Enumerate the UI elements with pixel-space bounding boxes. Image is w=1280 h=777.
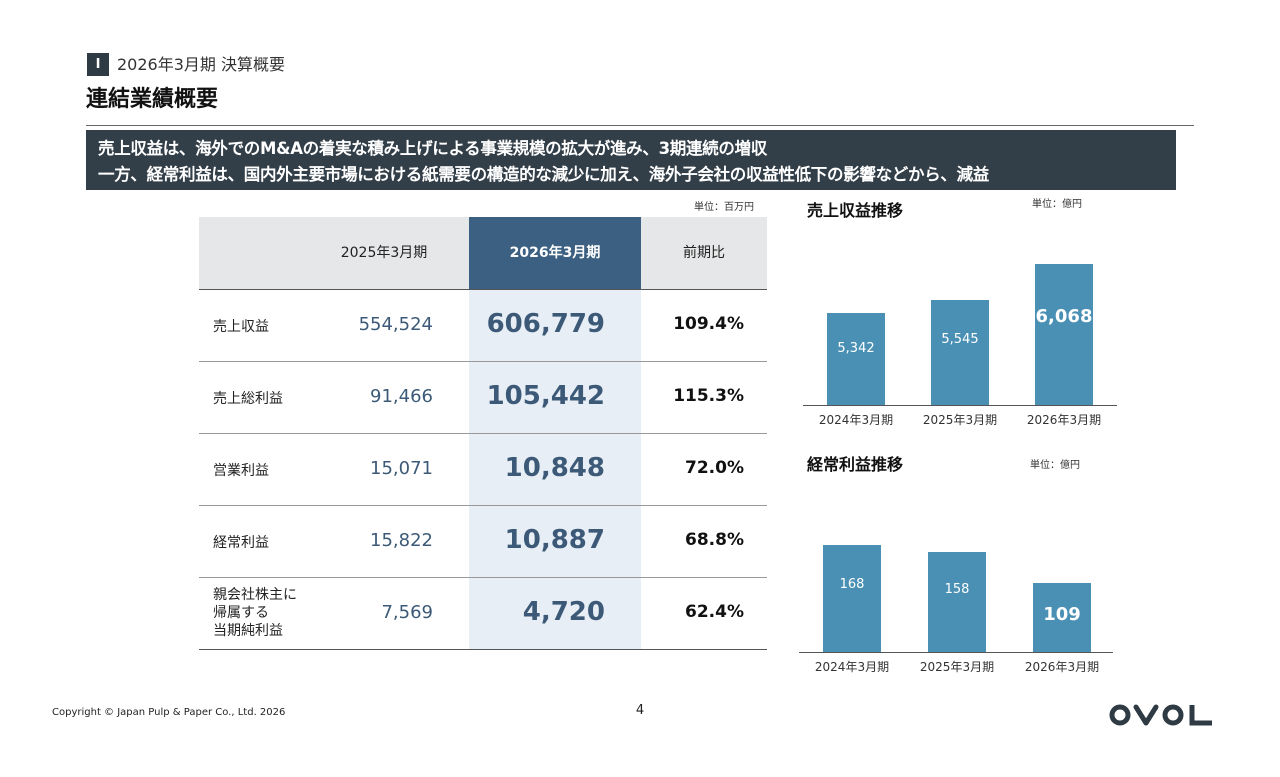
revenue-chart-title: 売上収益推移 (807, 201, 904, 220)
revenue-bar-chart: 5,342 5,545 6,068 2024年3月期 2025年3月期 2026… (803, 230, 1117, 435)
ordinary-profit-tick-label: 2024年3月期 (814, 660, 890, 674)
table-row: 売上収益 554,524 606,779 109.4% (199, 289, 767, 361)
ordinary-profit-bar-2024 (823, 545, 881, 652)
highlight-column-body (469, 289, 641, 649)
ovol-logo (1108, 701, 1218, 729)
row-label-line: 当期純利益 (213, 623, 283, 639)
row-label-line: 親会社株主に (213, 587, 297, 603)
row-divider (199, 649, 767, 650)
revenue-bar-2025 (931, 300, 989, 405)
revenue-value-label: 5,545 (941, 332, 979, 347)
row-label: 経常利益 (213, 535, 269, 551)
row-divider (199, 289, 767, 290)
copyright-notice: Copyright © Japan Pulp & Paper Co., Ltd.… (52, 707, 286, 718)
summary-banner: 売上収益は、海外でのM&Aの着実な積み上げによる事業規模の拡大が進み、3期連続の… (86, 130, 1176, 190)
summary-line-2: 一方、経常利益は、国内外主要市場における紙需要の構造的な減少に加え、海外子会社の… (98, 165, 990, 184)
revenue-bar-2026 (1035, 264, 1093, 405)
ordinary-profit-value-label: 109 (1043, 604, 1081, 625)
revenue-tick-label: 2025年3月期 (922, 413, 998, 427)
row-yoy-ratio: 109.4% (673, 314, 744, 334)
page-title: 連結業績概要 (86, 87, 219, 112)
col-header-fy2026: 2026年3月期 (509, 245, 601, 261)
highlight-column-header (469, 217, 641, 289)
row-label-line: 帰属する (213, 605, 269, 621)
revenue-x-axis (803, 405, 1117, 406)
row-divider (199, 505, 767, 506)
revenue-tick-label: 2024年3月期 (818, 413, 894, 427)
ordinary-profit-value-label: 168 (839, 577, 865, 592)
row-prev-value: 7,569 (381, 602, 433, 623)
revenue-tick-label: 2026年3月期 (1026, 413, 1102, 427)
row-divider (199, 577, 767, 578)
row-current-value: 4,720 (522, 597, 605, 627)
row-yoy-ratio: 115.3% (673, 386, 744, 406)
title-divider (86, 125, 1194, 126)
row-current-value: 105,442 (486, 381, 605, 411)
revenue-chart-unit: 単位：億円 (1032, 199, 1082, 210)
col-header-fy2025: 2025年3月期 (340, 245, 428, 261)
revenue-value-label: 5,342 (837, 341, 875, 356)
table-row: 売上総利益 91,466 105,442 115.3% (199, 361, 767, 433)
col-header-yoy: 前期比 (683, 245, 725, 261)
table-row: 経常利益 15,822 10,887 68.8% (199, 505, 767, 577)
revenue-bar-2024 (827, 313, 885, 405)
ordinary-profit-value-label: 158 (944, 582, 970, 597)
ordinary-profit-tick-label: 2026年3月期 (1024, 660, 1100, 674)
page-number: 4 (635, 703, 645, 718)
row-label: 売上総利益 (213, 391, 283, 407)
ordinary-profit-tick-label: 2025年3月期 (919, 660, 995, 674)
table-row: 営業利益 15,071 10,848 72.0% (199, 433, 767, 505)
row-current-value: 10,887 (504, 525, 605, 555)
row-prev-value: 554,524 (358, 314, 433, 335)
table-row: 親会社株主に 帰属する 当期純利益 7,569 4,720 62.4% (199, 577, 767, 649)
row-current-value: 606,779 (486, 309, 605, 339)
ovol-logo-mark (1109, 704, 1212, 726)
row-prev-value: 91,466 (370, 386, 433, 407)
ordinary-profit-bar-2025 (928, 552, 986, 652)
row-current-value: 10,848 (504, 453, 605, 483)
revenue-value-label: 6,068 (1035, 306, 1093, 327)
results-table: 2025年3月期 2026年3月期 前期比 売上収益 554,524 606,7… (199, 217, 767, 650)
row-label: 営業利益 (213, 463, 269, 479)
ordinary-profit-bar-chart: 168 158 109 2024年3月期 2025年3月期 2026年3月期 (799, 480, 1113, 680)
row-yoy-ratio: 68.8% (685, 530, 744, 550)
summary-line-1: 売上収益は、海外でのM&Aの着実な積み上げによる事業規模の拡大が進み、3期連続の… (98, 139, 767, 158)
section-title: 2026年3月期 決算概要 (117, 55, 285, 74)
ordinary-profit-chart-unit: 単位：億円 (1030, 460, 1080, 471)
row-label: 売上収益 (213, 319, 269, 335)
row-prev-value: 15,822 (370, 530, 433, 551)
ordinary-profit-bar-2026 (1033, 583, 1091, 652)
ordinary-profit-x-axis (799, 652, 1113, 653)
section-number-badge: I (87, 53, 109, 76)
row-divider (199, 361, 767, 362)
row-yoy-ratio: 62.4% (685, 602, 744, 622)
row-yoy-ratio: 72.0% (685, 458, 744, 478)
row-prev-value: 15,071 (370, 458, 433, 479)
row-label: 親会社株主に 帰属する 当期純利益 (213, 586, 297, 640)
row-divider (199, 433, 767, 434)
table-unit-label: 単位：百万円 (694, 202, 754, 213)
ordinary-profit-chart-title: 経常利益推移 (807, 455, 904, 474)
